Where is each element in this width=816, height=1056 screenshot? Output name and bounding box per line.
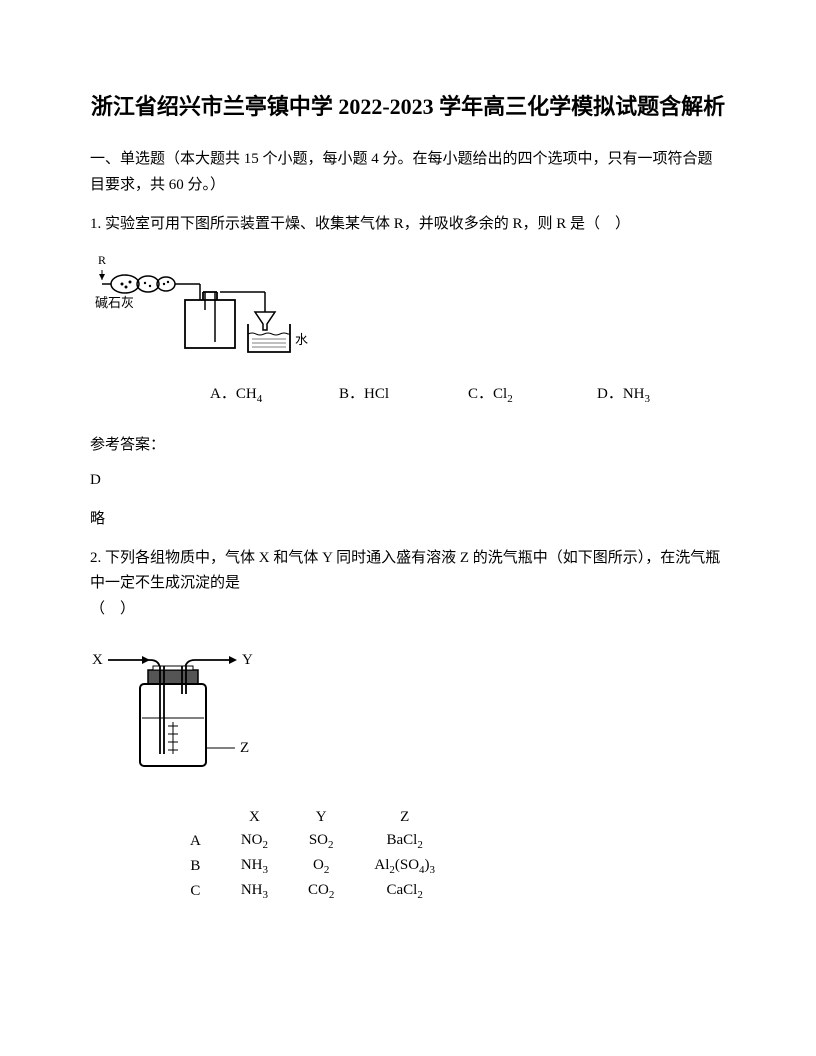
table-row: C NH3 CO2 CaCl2 [170,879,455,904]
answer-label: 参考答案： [90,433,726,454]
cell-a-y: SO2 [288,829,354,854]
question-2-diagram: X Y Z [90,636,726,786]
option-d: D．NH3 [597,382,726,405]
row-label-c: C [170,879,221,904]
answer-note: 略 [90,507,726,528]
label-x: X [92,652,103,668]
question-2-table: X Y Z A NO2 SO2 BaCl2 B NH3 O2 Al2(SO4)3… [170,806,455,904]
cell-c-z: CaCl2 [354,879,455,904]
cell-a-z: BaCl2 [354,829,455,854]
table-header-blank [170,806,221,829]
table-header-x: X [221,806,288,829]
option-b: B．HCl [339,382,468,405]
label-r: R [98,253,106,267]
row-label-a: A [170,829,221,854]
table-header-row: X Y Z [170,806,455,829]
table-row: A NO2 SO2 BaCl2 [170,829,455,854]
option-c: C．Cl2 [468,382,597,405]
label-y: Y [242,652,253,668]
cell-b-z: Al2(SO4)3 [354,854,455,879]
question-2-text: 2. 下列各组物质中，气体 X 和气体 Y 同时通入盛有溶液 Z 的洗气瓶中（如… [90,546,726,623]
section-header: 一、单选题（本大题共 15 个小题，每小题 4 分。在每小题给出的四个选项中，只… [90,147,726,198]
cell-b-x: NH3 [221,854,288,879]
label-z: Z [240,740,249,756]
answer-value: D [90,472,726,489]
option-a: A．CH4 [210,382,339,405]
question-1-text: 1. 实验室可用下图所示装置干燥、收集某气体 R，并吸收多余的 R，则 R 是（… [90,212,726,238]
cell-b-y: O2 [288,854,354,879]
question-1-options: A．CH4 B．HCl C．Cl2 D．NH3 [90,382,726,405]
table-header-z: Z [354,806,455,829]
cell-c-y: CO2 [288,879,354,904]
label-water: 水 [295,332,308,347]
exam-title: 浙江省绍兴市兰亭镇中学 2022-2023 学年高三化学模拟试题含解析 [90,90,726,123]
question-1-diagram: R 碱石灰 水 [90,252,726,362]
cell-c-x: NH3 [221,879,288,904]
row-label-b: B [170,854,221,879]
cell-a-x: NO2 [221,829,288,854]
label-sodalime: 碱石灰 [95,295,134,310]
table-header-y: Y [288,806,354,829]
table-row: B NH3 O2 Al2(SO4)3 [170,854,455,879]
